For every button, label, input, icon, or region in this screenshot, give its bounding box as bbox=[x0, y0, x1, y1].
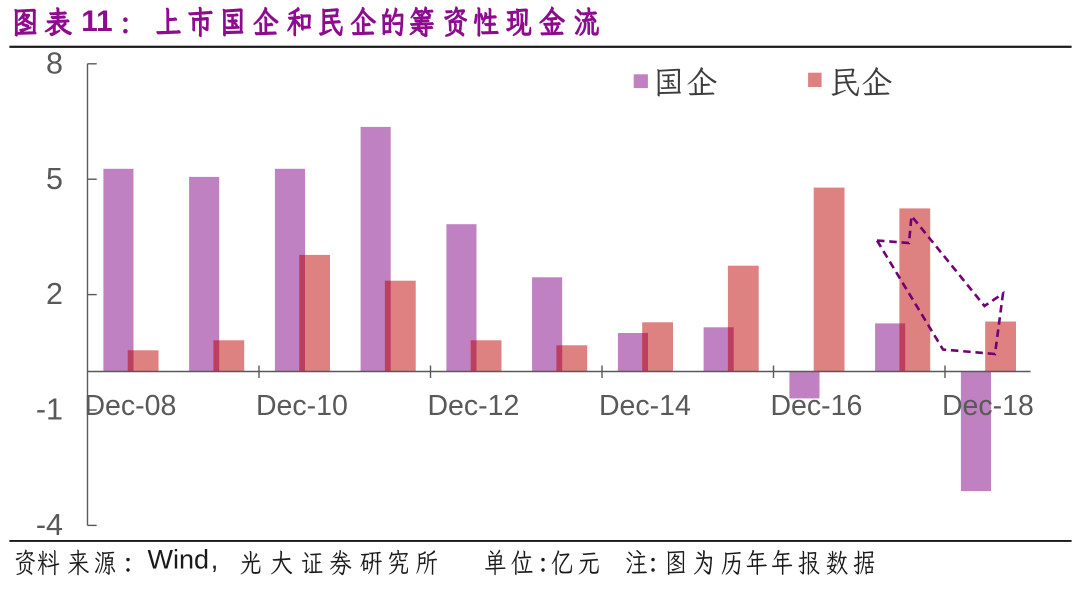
svg-text:Dec-08: Dec-08 bbox=[84, 390, 176, 422]
svg-text:-4: -4 bbox=[36, 508, 63, 542]
svg-text:,: , bbox=[211, 545, 219, 575]
svg-text:5: 5 bbox=[46, 162, 63, 196]
svg-text:Dec-12: Dec-12 bbox=[427, 390, 519, 422]
svg-text:Dec-16: Dec-16 bbox=[770, 390, 862, 422]
svg-text:11: 11 bbox=[81, 5, 112, 38]
svg-text:-1: -1 bbox=[36, 393, 63, 427]
svg-text:2: 2 bbox=[46, 277, 63, 311]
svg-text:Wind: Wind bbox=[148, 545, 210, 575]
svg-text:Dec-14: Dec-14 bbox=[599, 390, 691, 422]
svg-text:Dec-18: Dec-18 bbox=[942, 390, 1034, 422]
svg-text:8: 8 bbox=[46, 46, 63, 80]
svg-text:Dec-10: Dec-10 bbox=[256, 390, 348, 422]
